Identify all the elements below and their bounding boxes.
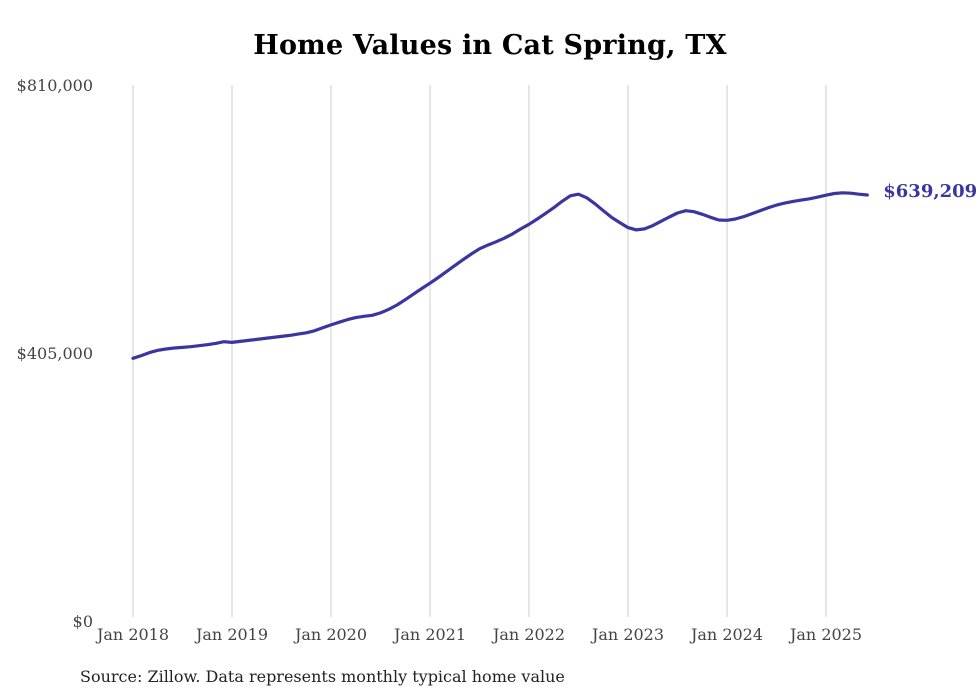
chart-title: Home Values in Cat Spring, TX <box>253 30 727 61</box>
x-axis-tick-label: Jan 2024 <box>690 625 764 644</box>
x-axis-tick-label: Jan 2021 <box>393 625 467 644</box>
x-axis-tick-label: Jan 2019 <box>195 625 269 644</box>
home-value-line <box>131 191 869 360</box>
x-axis-tick-label: Jan 2018 <box>96 625 170 644</box>
x-axis-tick-label: Jan 2020 <box>294 625 368 644</box>
x-axis-tick-label: Jan 2025 <box>789 625 863 644</box>
latest-value-label: $639,209 <box>883 181 978 203</box>
y-axis-tick-label: $0 <box>72 612 93 631</box>
x-axis-tick-label: Jan 2022 <box>492 625 566 644</box>
year-gridlines <box>132 85 827 617</box>
source-note: Source: Zillow. Data represents monthly … <box>80 667 565 686</box>
y-axis-tick-label: $810,000 <box>16 76 93 95</box>
y-axis-tick-label: $405,000 <box>16 344 93 363</box>
x-axis-tick-label: Jan 2023 <box>591 625 665 644</box>
